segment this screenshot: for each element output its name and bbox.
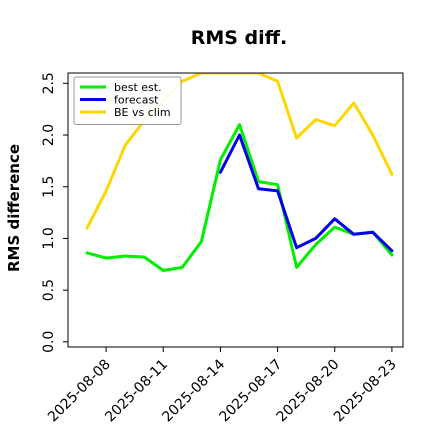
y-tick-label: 0.0 [41, 331, 57, 353]
y-tick-label: 1.0 [41, 227, 57, 249]
legend-label: best est. [114, 81, 162, 94]
y-tick-label: 0.5 [41, 279, 57, 301]
chart-title: RMS diff. [191, 27, 288, 49]
legend-label: forecast [114, 94, 159, 107]
series-line-1 [218, 133, 394, 253]
series-line-2 [85, 73, 394, 230]
legend-label: BE vs clim [114, 106, 171, 119]
series-line-0 [85, 123, 394, 272]
y-axis-label: RMS difference [5, 144, 23, 272]
y-tick-label: 1.5 [41, 176, 57, 198]
plot-frame [67, 72, 404, 348]
y-tick-label: 2.5 [41, 72, 57, 94]
y-tick-label: 2.0 [41, 124, 57, 146]
